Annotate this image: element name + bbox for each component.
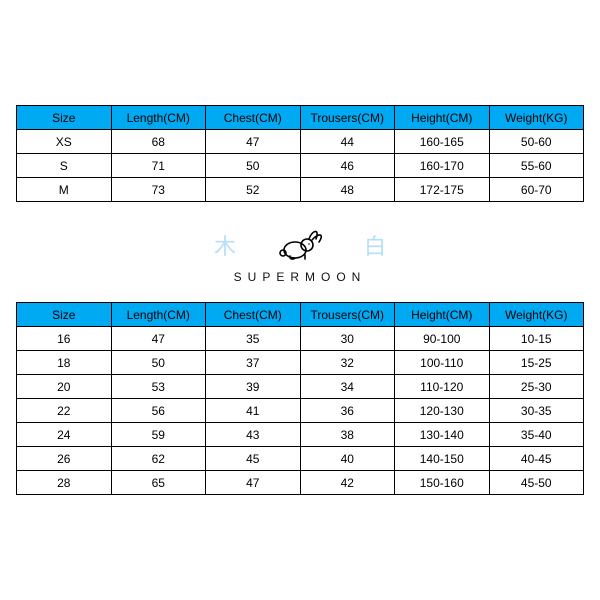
col-weight: Weight(KG) [489,303,584,327]
col-trousers: Trousers(CM) [300,106,395,130]
col-size: Size [17,106,112,130]
brand-char-left: 木 [214,229,236,261]
table-row: 28 65 47 42 150-160 45-50 [17,471,584,495]
cell: 55-60 [489,154,584,178]
cell: 47 [206,130,301,154]
cell: 52 [206,178,301,202]
size-chart-page: Size Length(CM) Chest(CM) Trousers(CM) H… [0,85,600,515]
cell: 59 [111,423,206,447]
cell: 160-170 [395,154,490,178]
cell: 36 [300,399,395,423]
cell: 40-45 [489,447,584,471]
cell: 38 [300,423,395,447]
brand-row: 木 [214,228,386,262]
cell: 39 [206,375,301,399]
cell: 45-50 [489,471,584,495]
table-row: 20 53 39 34 110-120 25-30 [17,375,584,399]
cell: 28 [17,471,112,495]
col-height: Height(CM) [395,106,490,130]
cell: 37 [206,351,301,375]
cell: 16 [17,327,112,351]
cell: 130-140 [395,423,490,447]
cell: 24 [17,423,112,447]
cell: 40 [300,447,395,471]
cell: 73 [111,178,206,202]
cell: 10-15 [489,327,584,351]
brand-char-right: 白 [364,229,386,261]
cell: 46 [300,154,395,178]
cell: 120-130 [395,399,490,423]
table-row: 24 59 43 38 130-140 35-40 [17,423,584,447]
cell: S [17,154,112,178]
cell: 100-110 [395,351,490,375]
cell: M [17,178,112,202]
cell: 53 [111,375,206,399]
cell: 15-25 [489,351,584,375]
col-chest: Chest(CM) [206,106,301,130]
cell: 18 [17,351,112,375]
cell: 42 [300,471,395,495]
cell: 20 [17,375,112,399]
brand-block: 木 [16,202,584,302]
cell: 47 [111,327,206,351]
cell: 110-120 [395,375,490,399]
table-row: 18 50 37 32 100-110 15-25 [17,351,584,375]
cell: 48 [300,178,395,202]
cell: 43 [206,423,301,447]
table-header-row: Size Length(CM) Chest(CM) Trousers(CM) H… [17,303,584,327]
table-row: 16 47 35 30 90-100 10-15 [17,327,584,351]
cell: 150-160 [395,471,490,495]
cell: 90-100 [395,327,490,351]
cell: 65 [111,471,206,495]
cell: 140-150 [395,447,490,471]
cell: 26 [17,447,112,471]
brand-wordmark: SUPERMOON [234,270,367,284]
cell: 30 [300,327,395,351]
rabbit-icon [272,228,328,262]
cell: 68 [111,130,206,154]
kids-size-table: Size Length(CM) Chest(CM) Trousers(CM) H… [16,302,584,495]
cell: 50-60 [489,130,584,154]
cell: 50 [111,351,206,375]
col-chest: Chest(CM) [206,303,301,327]
cell: 50 [206,154,301,178]
cell: 41 [206,399,301,423]
col-length: Length(CM) [111,106,206,130]
cell: 32 [300,351,395,375]
col-length: Length(CM) [111,303,206,327]
cell: 25-30 [489,375,584,399]
cell: 60-70 [489,178,584,202]
col-trousers: Trousers(CM) [300,303,395,327]
cell: 160-165 [395,130,490,154]
adult-size-table: Size Length(CM) Chest(CM) Trousers(CM) H… [16,105,584,202]
table-row: 26 62 45 40 140-150 40-45 [17,447,584,471]
table-row: XS 68 47 44 160-165 50-60 [17,130,584,154]
table-row: 22 56 41 36 120-130 30-35 [17,399,584,423]
cell: 22 [17,399,112,423]
cell: 62 [111,447,206,471]
table-row: S 71 50 46 160-170 55-60 [17,154,584,178]
col-height: Height(CM) [395,303,490,327]
cell: 44 [300,130,395,154]
cell: 56 [111,399,206,423]
cell: 172-175 [395,178,490,202]
table-row: M 73 52 48 172-175 60-70 [17,178,584,202]
cell: 35 [206,327,301,351]
col-size: Size [17,303,112,327]
cell: 71 [111,154,206,178]
cell: 30-35 [489,399,584,423]
cell: 35-40 [489,423,584,447]
cell: 45 [206,447,301,471]
cell: 34 [300,375,395,399]
col-weight: Weight(KG) [489,106,584,130]
cell: XS [17,130,112,154]
cell: 47 [206,471,301,495]
table-header-row: Size Length(CM) Chest(CM) Trousers(CM) H… [17,106,584,130]
